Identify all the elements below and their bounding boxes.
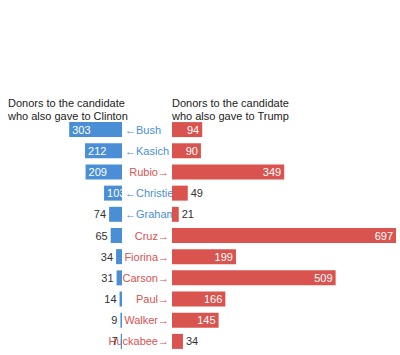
svg-text:Donors to the candidate: Donors to the candidate <box>8 97 128 109</box>
svg-text:349: 349 <box>263 166 281 178</box>
svg-text:who also gave to Trump: who also gave to Trump <box>171 110 289 122</box>
svg-text:Carson→: Carson→ <box>123 272 169 284</box>
svg-text:←Graham: ←Graham <box>125 208 176 220</box>
svg-text:49: 49 <box>191 187 203 199</box>
svg-text:14: 14 <box>104 293 116 305</box>
svg-text:Walker→: Walker→ <box>124 314 169 326</box>
svg-text:←Bush: ←Bush <box>125 124 161 136</box>
svg-text:509: 509 <box>314 272 332 284</box>
svg-text:209: 209 <box>89 166 107 178</box>
svg-text:31: 31 <box>101 272 113 284</box>
svg-text:94: 94 <box>187 124 199 136</box>
svg-text:103: 103 <box>107 187 125 199</box>
svg-text:Rubio→: Rubio→ <box>129 166 169 178</box>
svg-text:←Kasich: ←Kasich <box>125 145 169 157</box>
svg-text:166: 166 <box>204 293 222 305</box>
svg-text:21: 21 <box>182 208 194 220</box>
svg-text:74: 74 <box>94 208 106 220</box>
svg-text:34: 34 <box>186 335 198 347</box>
svg-text:199: 199 <box>215 251 233 263</box>
svg-text:Fiorina→: Fiorina→ <box>124 251 169 263</box>
svg-text:145: 145 <box>197 314 215 326</box>
svg-text:Paul→: Paul→ <box>136 293 169 305</box>
svg-text:90: 90 <box>186 145 198 157</box>
svg-text:←Christie: ←Christie <box>125 187 173 199</box>
svg-text:who also gave to Clinton: who also gave to Clinton <box>7 110 128 122</box>
svg-text:9: 9 <box>111 314 117 326</box>
svg-text:34: 34 <box>101 251 113 263</box>
svg-text:303: 303 <box>72 124 90 136</box>
svg-text:Donors to the candidate: Donors to the candidate <box>172 97 292 109</box>
svg-text:Huckabee→: Huckabee→ <box>108 335 169 347</box>
svg-text:212: 212 <box>88 145 106 157</box>
svg-text:Cruz→: Cruz→ <box>135 230 169 242</box>
svg-text:7: 7 <box>112 335 118 347</box>
svg-text:65: 65 <box>95 230 107 242</box>
svg-text:697: 697 <box>375 230 393 242</box>
